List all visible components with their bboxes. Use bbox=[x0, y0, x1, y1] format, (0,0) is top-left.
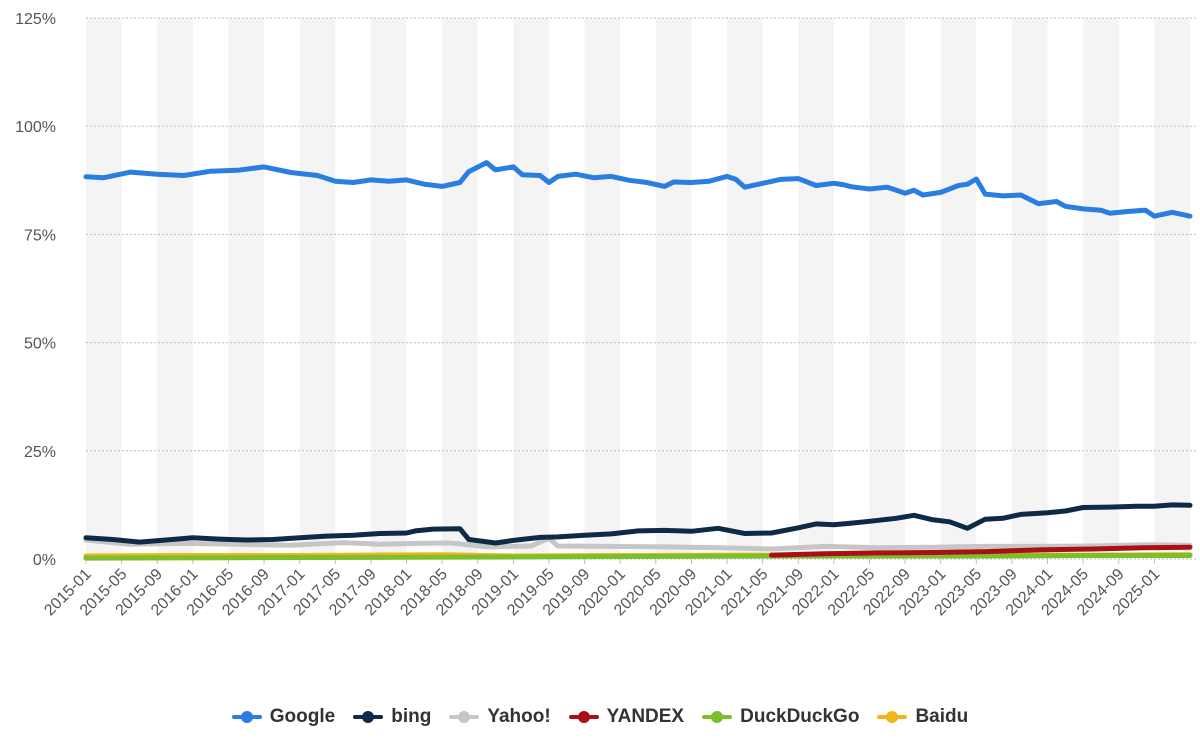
series-line-bing[interactable] bbox=[83, 502, 1193, 546]
series-lines bbox=[83, 160, 1193, 561]
gridlines bbox=[86, 17, 1198, 560]
background-band bbox=[370, 18, 407, 559]
legend-label: YANDEX bbox=[606, 706, 685, 727]
legend-swatch-icon bbox=[702, 710, 733, 724]
background-band bbox=[86, 18, 122, 559]
background-band bbox=[655, 18, 692, 559]
y-tick-label: 0% bbox=[33, 552, 56, 569]
series-line-yandex[interactable] bbox=[769, 544, 1193, 558]
series-line-duckduckgo[interactable] bbox=[83, 553, 1193, 561]
legend-item-duckduckgo[interactable]: DuckDuckGo bbox=[702, 706, 859, 728]
background-band bbox=[1083, 18, 1119, 559]
x-axis: 2015-012015-052015-092016-012016-052016-… bbox=[41, 559, 1163, 619]
alternating-background-bands bbox=[86, 18, 1190, 559]
series-line-yahoo[interactable] bbox=[83, 535, 1193, 552]
legend-swatch-dot bbox=[362, 711, 375, 723]
background-band bbox=[513, 18, 549, 559]
legend-item-yandex[interactable]: YANDEX bbox=[568, 706, 685, 728]
y-tick-label: 50% bbox=[24, 336, 56, 353]
legend-swatch-dot bbox=[458, 711, 471, 723]
y-tick-label: 125% bbox=[15, 11, 56, 28]
legend-item-yahoo[interactable]: Yahoo! bbox=[449, 706, 551, 728]
legend-swatch-icon bbox=[353, 710, 384, 724]
background-band bbox=[1154, 18, 1190, 559]
background-band bbox=[1011, 18, 1048, 559]
legend-swatch-icon bbox=[449, 710, 480, 724]
y-tick-label: 100% bbox=[15, 119, 56, 136]
legend-label: Yahoo! bbox=[487, 706, 551, 727]
series-line-google[interactable] bbox=[83, 160, 1193, 219]
legend-swatch-dot bbox=[240, 711, 253, 723]
y-tick-label: 25% bbox=[24, 444, 56, 461]
y-tick-label: 75% bbox=[24, 227, 56, 244]
y-axis: 0% 25% 50% 75% 100% 125% bbox=[15, 11, 56, 569]
legend-label: bing bbox=[391, 706, 432, 727]
legend-item-bing[interactable]: bing bbox=[353, 706, 431, 728]
legend-swatch-icon bbox=[231, 710, 262, 724]
background-band bbox=[584, 18, 621, 559]
background-band bbox=[228, 18, 265, 559]
legend-item-google[interactable]: Google bbox=[231, 706, 336, 728]
legend-item-baidu[interactable]: Baidu bbox=[877, 706, 968, 728]
legend-swatch-icon bbox=[568, 710, 599, 724]
background-band bbox=[727, 18, 763, 559]
background-band bbox=[157, 18, 193, 559]
legend-swatch-icon bbox=[877, 710, 908, 724]
background-band bbox=[940, 18, 977, 559]
legend-label: Google bbox=[269, 706, 336, 727]
legend-label: DuckDuckGo bbox=[740, 706, 860, 727]
background-band bbox=[299, 18, 336, 559]
legend-swatch-dot bbox=[886, 711, 899, 723]
legend-swatch-dot bbox=[577, 711, 590, 723]
background-band bbox=[869, 18, 906, 559]
background-band bbox=[798, 18, 834, 559]
background-band bbox=[442, 18, 478, 559]
legend-label: Baidu bbox=[915, 706, 969, 727]
legend: Google bing Yahoo! YANDEX DuckDuckGo Bai… bbox=[0, 700, 1200, 734]
legend-swatch-dot bbox=[711, 711, 724, 723]
